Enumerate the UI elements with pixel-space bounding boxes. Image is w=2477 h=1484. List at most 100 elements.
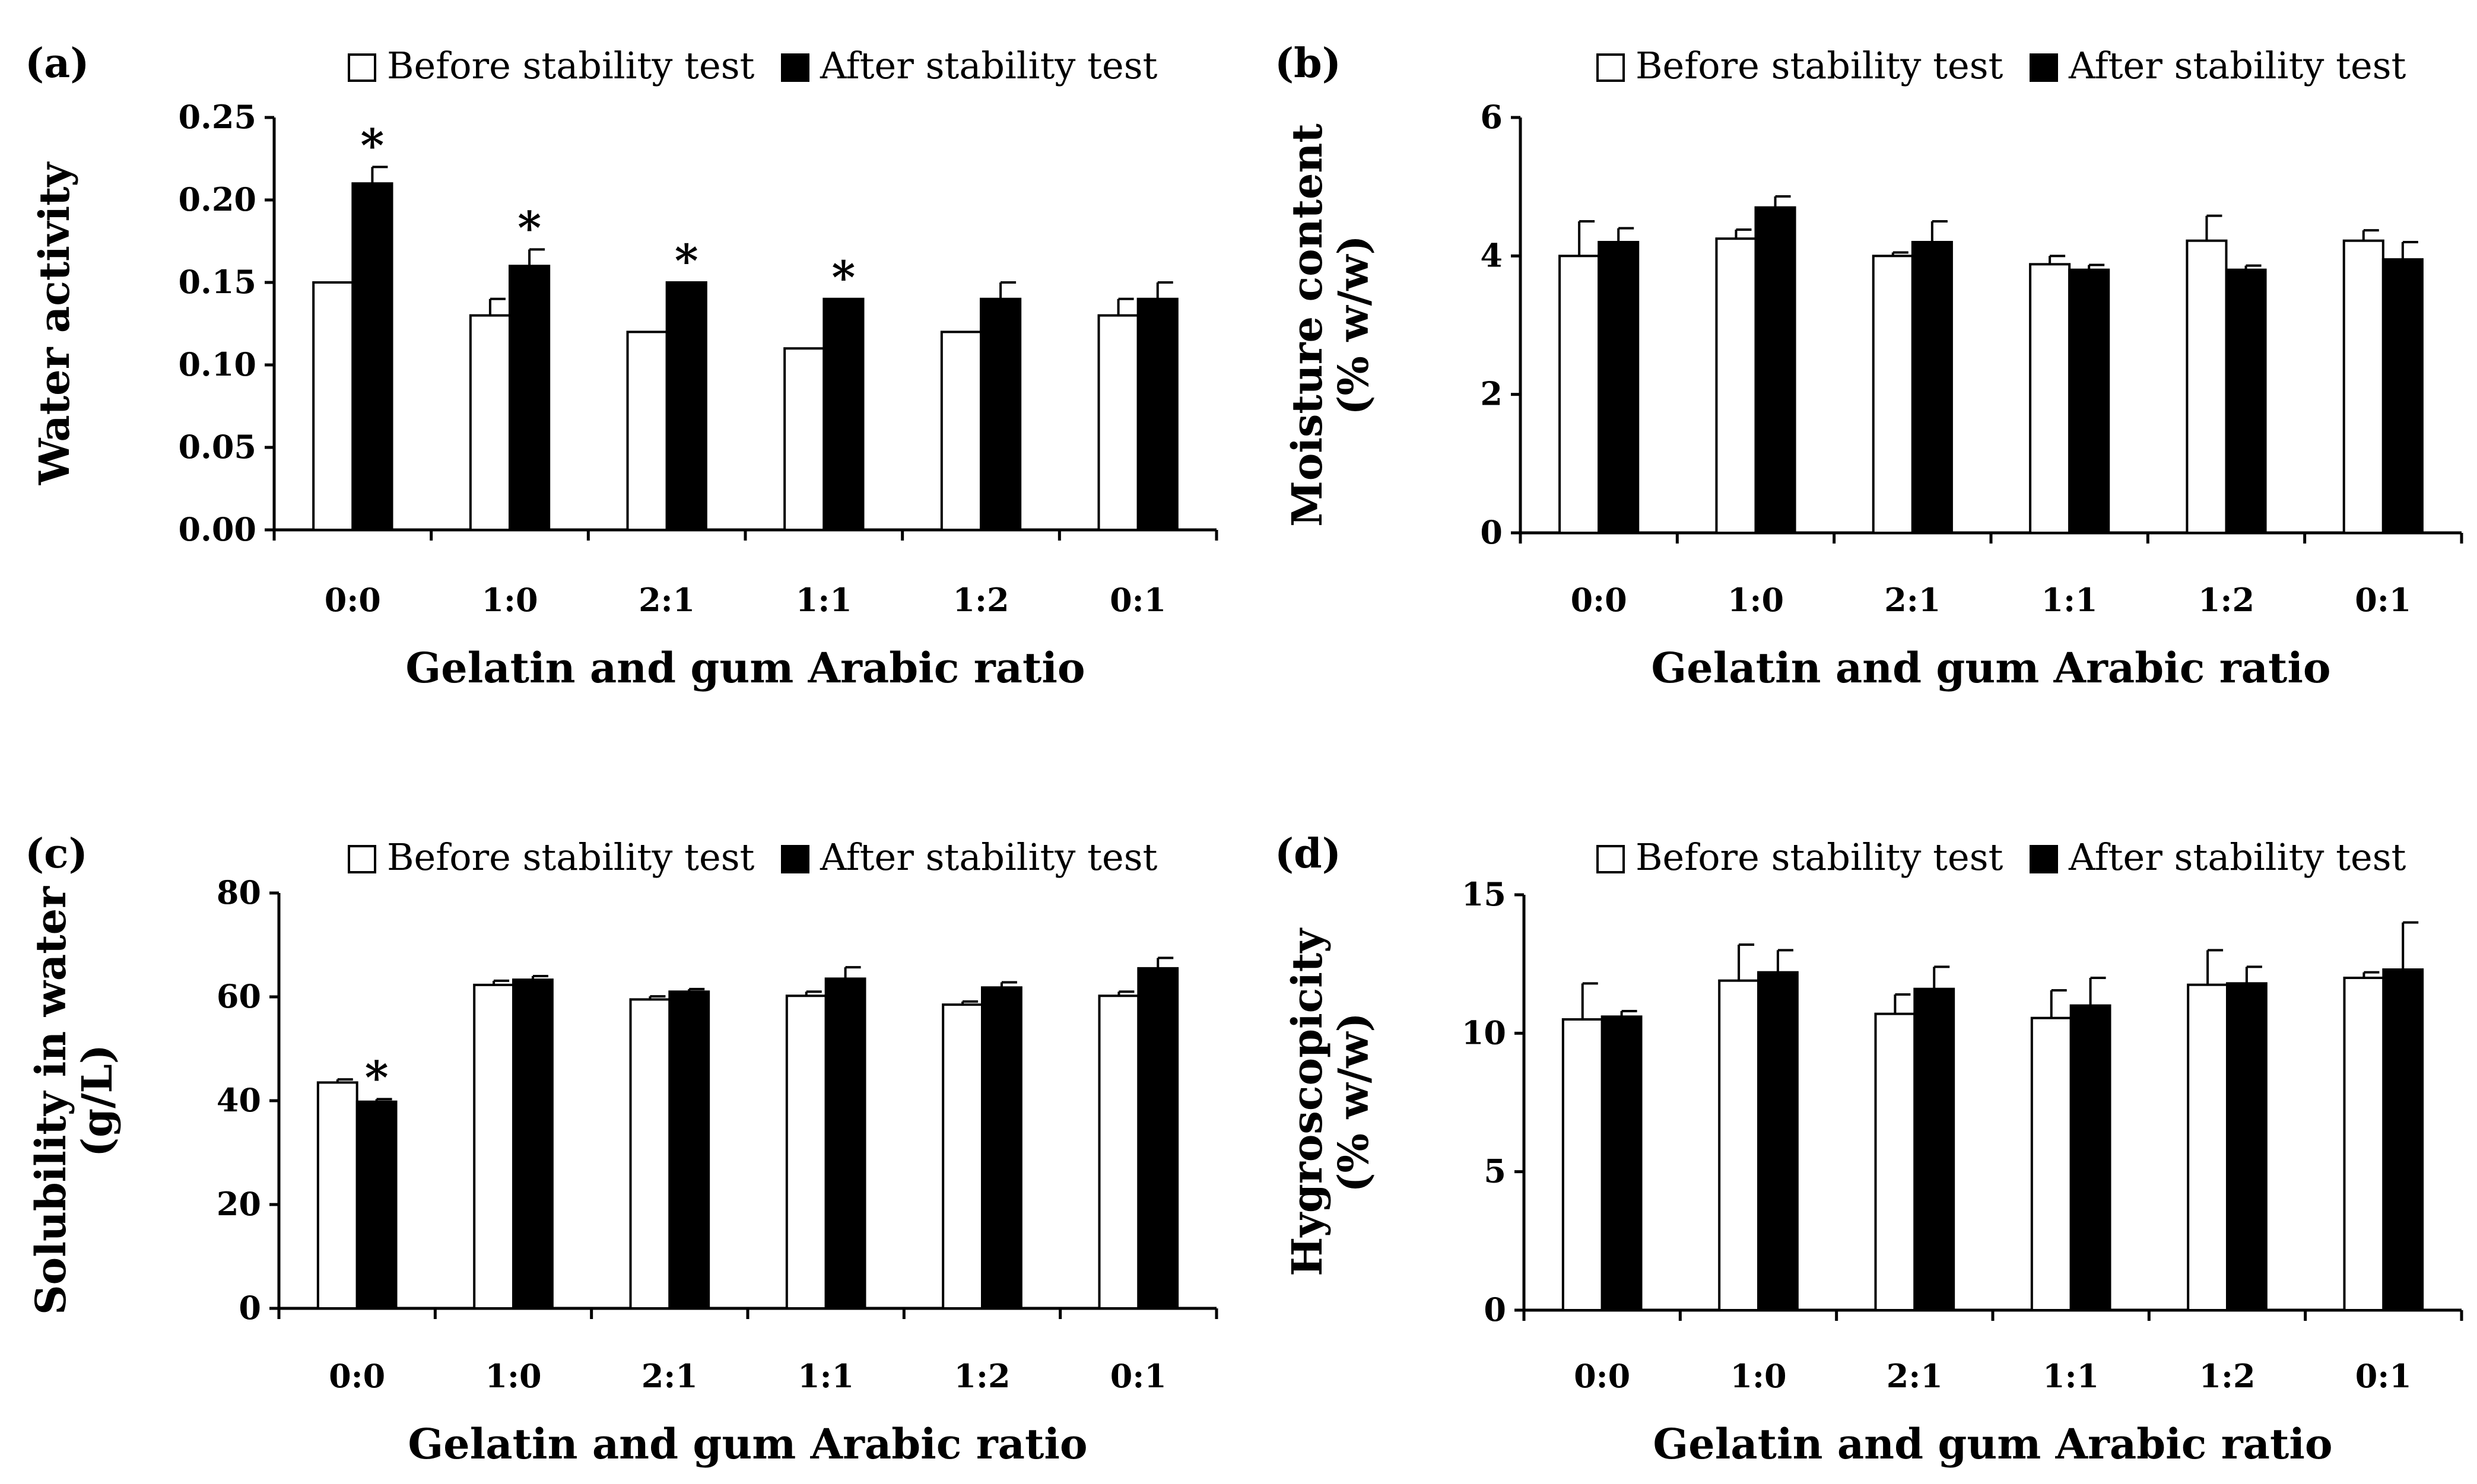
legend-label-before: Before stability test	[387, 835, 755, 879]
bar-after	[2068, 268, 2110, 534]
x-tick-label: 0:1	[1110, 581, 1166, 619]
x-tick-label: 1:2	[2199, 1357, 2255, 1395]
y-tick-label: 80	[217, 873, 261, 911]
x-tick-label: 0:1	[2355, 581, 2411, 619]
bar-after	[1598, 241, 1640, 534]
panel-label: (a)	[25, 40, 89, 87]
significance-marker: *	[517, 201, 541, 254]
bar-before	[2187, 983, 2229, 1311]
bar-after	[1754, 206, 1796, 534]
legend-swatch-after	[781, 53, 809, 82]
bar-before	[1872, 255, 1914, 534]
legend-swatch-before	[1596, 53, 1625, 82]
x-tick-label: 0:0	[325, 581, 381, 619]
y-tick-label: 0	[239, 1289, 261, 1327]
x-tick-label: 1:0	[1727, 581, 1784, 619]
significance-marker: *	[365, 1051, 389, 1104]
legend-label-before: Before stability test	[1636, 44, 2003, 87]
x-tick-label: 0:0	[1574, 1357, 1630, 1395]
bar-before	[626, 331, 668, 532]
legend-swatch-before	[348, 53, 376, 82]
bar-before	[469, 314, 511, 531]
x-tick-label: 0:1	[2355, 1357, 2412, 1395]
y-axis-title: Solubility in water	[26, 886, 75, 1315]
bar-before	[1098, 994, 1140, 1310]
x-tick-label: 0:0	[1571, 581, 1627, 619]
bar-before	[473, 983, 515, 1310]
legend-swatch-before	[1596, 845, 1625, 873]
x-tick-label: 0:1	[1110, 1357, 1167, 1395]
y-tick-label: 0.10	[178, 345, 256, 383]
x-tick-label: 2:1	[642, 1357, 698, 1395]
x-tick-label: 2:1	[1884, 581, 1941, 619]
bar-after	[1913, 987, 1955, 1311]
bar-before	[1718, 979, 1760, 1311]
y-axis-title: Hygroscopicity	[1282, 927, 1332, 1276]
panel-a: (a) Before stability test After stability …	[25, 40, 1218, 692]
x-axis-title: Gelatin and gum Arabic ratio	[405, 643, 1085, 692]
panel-label: (c)	[25, 830, 88, 878]
x-tick-label: 1:1	[796, 581, 852, 619]
bar-before	[312, 281, 354, 531]
legend-swatch-after	[2030, 845, 2058, 873]
bar-after	[980, 297, 1022, 531]
bar-before	[2186, 239, 2228, 534]
y-tick-label: 0.00	[178, 510, 256, 548]
y-tick-label: 0.05	[178, 428, 256, 466]
legend-label-after: After stability test	[820, 44, 1158, 87]
bar-before	[1561, 1018, 1603, 1311]
y-tick-label: 60	[217, 977, 261, 1015]
bar-before	[1715, 237, 1757, 534]
legend-label-before: Before stability test	[387, 44, 755, 87]
bar-before	[2029, 263, 2071, 534]
bar-before	[316, 1081, 358, 1310]
legend-label-after: After stability test	[2068, 835, 2406, 879]
bar-after	[665, 281, 707, 531]
bar-before	[2343, 977, 2385, 1311]
x-axis-title: Gelatin and gum Arabic ratio	[408, 1419, 1087, 1469]
x-tick-label: 2:1	[1887, 1357, 1943, 1395]
y-tick-label: 15	[1462, 875, 1506, 913]
bar-before	[940, 331, 983, 532]
bar-after	[1137, 967, 1179, 1310]
panel-label: (d)	[1275, 830, 1341, 878]
x-tick-label: 1:2	[952, 581, 1009, 619]
y-tick-label: 4	[1480, 236, 1503, 274]
x-tick-label: 1:0	[1730, 1357, 1786, 1395]
bar-before	[783, 347, 825, 531]
bar-before	[1558, 255, 1600, 534]
bar-after	[2225, 268, 2267, 534]
x-tick-label: 1:2	[954, 1357, 1010, 1395]
panel-c: (c) Before stability test After stability …	[25, 830, 1218, 1469]
legend-label-after: After stability test	[2068, 44, 2406, 87]
bar-after	[2381, 258, 2424, 534]
y-axis-title-units: (% w/w)	[1329, 1012, 1378, 1192]
bar-after	[1757, 971, 1799, 1311]
bar-before	[2342, 239, 2384, 534]
bar-before	[1874, 1012, 1916, 1311]
bar-after	[823, 297, 865, 531]
bar-after	[351, 182, 393, 531]
y-tick-label: 40	[217, 1081, 261, 1119]
bar-before	[1097, 314, 1139, 531]
y-tick-label: 0	[1480, 513, 1503, 551]
y-axis-title-units: (% w/w)	[1329, 235, 1378, 415]
y-tick-label: 6	[1480, 98, 1503, 136]
bar-before	[785, 994, 827, 1310]
bar-after	[1600, 1015, 1643, 1312]
bar-after	[355, 1100, 398, 1310]
significance-marker: *	[675, 234, 698, 287]
x-tick-label: 1:1	[2041, 581, 2098, 619]
panel-b: (b) Before stability test After stability …	[1275, 40, 2463, 692]
bar-before	[2030, 1016, 2072, 1311]
y-tick-label: 2	[1480, 375, 1503, 413]
x-axis-title: Gelatin and gum Arabic ratio	[1653, 1419, 2332, 1469]
x-axis-title: Gelatin and gum Arabic ratio	[1651, 643, 2330, 692]
legend-swatch-before	[348, 845, 376, 873]
y-axis-title: Moisture content	[1282, 123, 1332, 527]
bar-after	[509, 265, 551, 531]
x-tick-label: 1:0	[485, 1357, 541, 1395]
legend-label-before: Before stability test	[1636, 835, 2003, 879]
y-tick-label: 20	[217, 1185, 261, 1223]
y-tick-label: 0	[1484, 1291, 1506, 1329]
